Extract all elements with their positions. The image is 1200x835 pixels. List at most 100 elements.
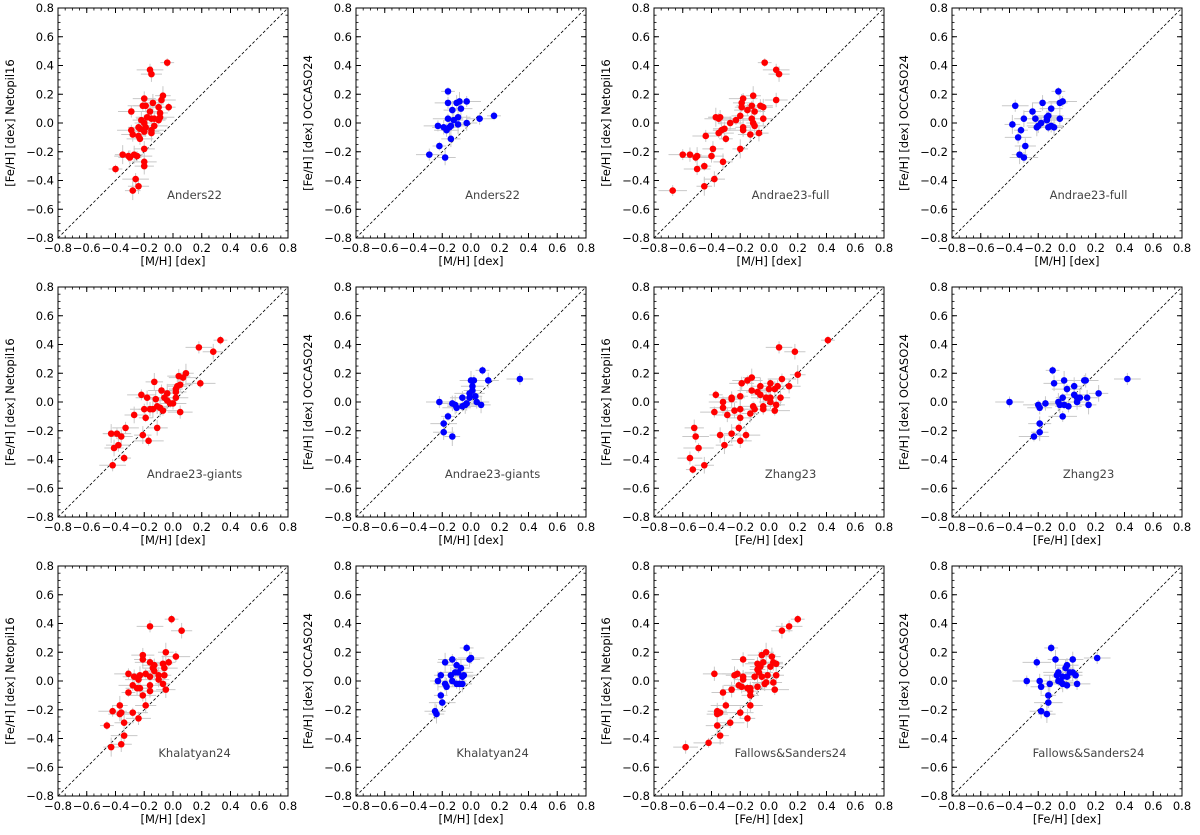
x-axis-label: [M/H] [dex]	[438, 812, 503, 826]
x-tick-label: 0.6	[1144, 520, 1162, 534]
data-point	[728, 430, 735, 437]
data-point	[775, 344, 783, 351]
y-tick-label: 0.0	[334, 395, 352, 409]
data-point	[142, 702, 149, 709]
data-point	[140, 162, 148, 170]
data-point	[761, 680, 768, 688]
panel-label: Andrae23-giants	[147, 467, 242, 481]
data-point	[438, 699, 446, 706]
y-tick-label: −0.8	[324, 789, 352, 803]
data-point	[1050, 124, 1058, 131]
data-point	[516, 375, 524, 383]
y-tick-label: −0.8	[920, 510, 948, 524]
data-point	[162, 686, 170, 693]
data-point	[209, 348, 217, 355]
y-tick-label: 0.4	[632, 338, 650, 352]
data-point	[159, 680, 167, 688]
data-point	[736, 112, 744, 120]
x-tick-label: −0.8	[640, 799, 668, 813]
data-point	[682, 743, 689, 751]
data-point	[742, 431, 750, 439]
data-point	[722, 702, 730, 709]
data-point	[1059, 413, 1066, 420]
one-to-one-line	[57, 7, 289, 239]
y-axis-label: [Fe/H] [dex] Netopil16	[599, 617, 613, 744]
data-point	[136, 135, 144, 143]
y-axis-label: [Fe/H] [dex] Netopil16	[599, 59, 613, 186]
y-tick-label: 0.2	[632, 645, 650, 659]
data-point	[693, 165, 701, 173]
data-point	[434, 677, 442, 685]
y-tick-label: 0.8	[632, 559, 650, 573]
data-point	[1036, 404, 1043, 412]
y-tick-label: −0.4	[920, 732, 948, 746]
data-point	[1060, 377, 1068, 384]
data-point	[155, 103, 162, 111]
y-tick-label: −0.6	[920, 202, 948, 216]
data-point	[441, 154, 449, 161]
data-point	[712, 391, 720, 399]
y-axis-label: [Fe/H] [dex] OCCASO24	[897, 55, 911, 191]
data-point	[103, 722, 111, 729]
data-point	[444, 115, 452, 122]
data-point	[761, 59, 768, 66]
data-point	[135, 182, 142, 190]
y-tick-label: −0.6	[622, 760, 650, 774]
y-tick-label: 0.0	[36, 395, 54, 409]
data-point	[146, 687, 154, 695]
data-point	[450, 116, 458, 124]
data-point	[125, 670, 132, 678]
data-point	[1043, 116, 1051, 124]
x-axis-label: [M/H] [dex]	[140, 812, 205, 826]
y-tick-label: −0.8	[920, 231, 948, 245]
data-point	[195, 344, 203, 351]
x-tick-label: 0.4	[1115, 241, 1133, 255]
data-point	[772, 671, 780, 679]
y-tick-label: −0.2	[26, 703, 54, 717]
panel-label: Zhang23	[765, 467, 816, 481]
data-point	[755, 129, 763, 137]
x-tick-label: 0.4	[1115, 520, 1133, 534]
x-tick-label: −0.8	[44, 241, 72, 255]
x-axis-label: [Fe/H] [dex]	[1033, 812, 1101, 826]
data-point	[1065, 403, 1072, 410]
data-point	[1063, 673, 1071, 680]
data-point	[686, 454, 694, 462]
x-tick-label: −0.6	[371, 241, 399, 255]
data-point	[426, 151, 433, 158]
x-tick-label: 0.0	[760, 520, 778, 534]
x-tick-label: −0.8	[44, 799, 72, 813]
data-point	[771, 686, 779, 693]
data-point	[785, 623, 793, 630]
data-point	[146, 673, 154, 680]
y-tick-label: −0.4	[26, 732, 54, 746]
data-point	[1045, 699, 1052, 706]
data-point	[146, 682, 154, 689]
y-tick-label: −0.6	[622, 202, 650, 216]
one-to-one-line	[355, 565, 587, 797]
y-tick-label: 0.4	[632, 617, 650, 631]
data-point	[449, 106, 456, 114]
panel-label: Andrae23-full	[752, 188, 830, 202]
data-point	[767, 663, 774, 670]
x-tick-label: 0.2	[491, 799, 509, 813]
x-tick-label: −0.6	[73, 520, 101, 534]
data-point	[719, 689, 727, 696]
data-point	[739, 126, 747, 134]
data-point	[197, 380, 204, 387]
data-point	[1047, 644, 1055, 652]
data-point	[120, 454, 128, 462]
x-tick-label: 0.4	[817, 241, 835, 255]
data-point	[1033, 659, 1041, 666]
data-point	[702, 132, 710, 140]
data-point	[145, 437, 152, 445]
data-point	[728, 395, 735, 403]
data-point	[711, 408, 718, 416]
data-point	[453, 404, 460, 412]
y-tick-label: 0.0	[334, 116, 352, 130]
x-tick-label: −0.8	[342, 520, 370, 534]
data-point	[772, 401, 780, 409]
data-point	[731, 407, 738, 414]
y-tick-label: 0.8	[334, 1, 352, 15]
y-tick-label: −0.4	[920, 174, 948, 188]
